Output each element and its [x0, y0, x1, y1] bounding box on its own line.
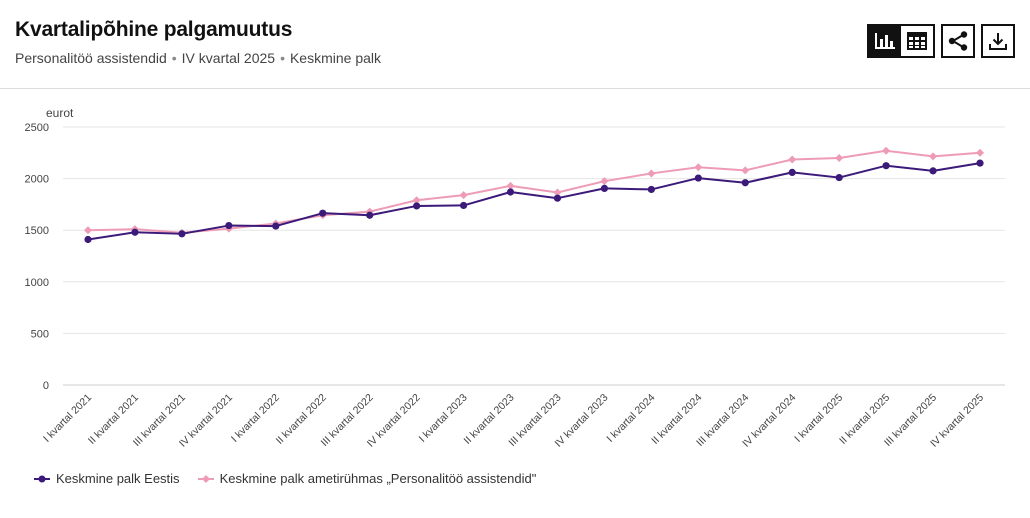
- data-point-series-2: [84, 226, 92, 235]
- y-tick-label: 1000: [25, 277, 49, 289]
- data-point-series-1: [319, 209, 327, 217]
- subtitle-occupation: Personalitöö assistendid: [15, 50, 167, 66]
- chart-toolbar: [867, 24, 1015, 58]
- y-tick-label: 1500: [25, 225, 49, 237]
- data-point-series-2: [459, 191, 468, 200]
- data-point-series-1: [694, 174, 702, 182]
- download-button[interactable]: [981, 24, 1015, 58]
- data-point-series-1: [459, 201, 468, 210]
- data-point-series-2: [741, 166, 750, 175]
- data-point-series-1: [929, 167, 937, 175]
- data-point-series-2: [412, 196, 421, 205]
- table-view-button[interactable]: [901, 26, 933, 56]
- y-tick-label: 2000: [25, 174, 49, 186]
- data-point-series-1: [413, 202, 421, 210]
- share-icon: [948, 31, 968, 51]
- legend-marker-circle: [34, 475, 50, 482]
- data-point-series-2: [835, 153, 844, 162]
- table-icon: [907, 32, 927, 50]
- data-point-series-1: [225, 221, 233, 230]
- data-point-series-1: [600, 184, 609, 193]
- data-point-series-1: [741, 179, 749, 187]
- data-point-series-1: [835, 173, 843, 182]
- data-point-series-2: [882, 146, 891, 155]
- y-tick-label: 500: [31, 328, 49, 340]
- legend-item-series-2[interactable]: Keskmine palk ametirühmas „Personalitöö …: [197, 471, 537, 486]
- legend-label: Keskmine palk Eestis: [56, 471, 180, 486]
- chart-view-button[interactable]: [869, 26, 901, 56]
- data-point-series-1: [272, 222, 280, 230]
- data-point-series-2: [506, 181, 515, 190]
- data-point-series-2: [647, 169, 656, 178]
- y-tick-label: 0: [43, 380, 49, 392]
- data-point-series-1: [788, 168, 796, 177]
- series-line-2: [87, 149, 981, 234]
- bar-chart-icon: [875, 33, 895, 49]
- data-point-series-1: [366, 211, 374, 219]
- subtitle-period: IV kvartal 2025: [181, 50, 276, 66]
- data-point-series-1: [976, 159, 984, 167]
- data-point-series-2: [694, 163, 703, 172]
- chart-subtitle: Personalitöö assistendid • IV kvartal 2025…: [15, 50, 381, 66]
- legend-label: Keskmine palk ametirühmas „Personalitöö …: [219, 471, 537, 486]
- data-point-series-2: [929, 152, 938, 161]
- data-point-series-1: [131, 228, 139, 236]
- share-button[interactable]: [941, 24, 975, 58]
- legend-marker-diamond: [197, 474, 214, 483]
- data-point-series-1: [882, 162, 890, 170]
- chart-header: Kvartalipõhine palgamuutus Personalitöö …: [0, 0, 1030, 89]
- subtitle-separator: •: [171, 50, 177, 66]
- legend-item-series-1[interactable]: Keskmine palk Eestis: [34, 471, 180, 486]
- data-point-series-2: [976, 148, 984, 157]
- subtitle-separator: •: [280, 50, 285, 66]
- data-point-series-2: [600, 177, 609, 186]
- view-toggle-group: [867, 24, 935, 58]
- subtitle-metric: Keskmine palk: [289, 50, 382, 66]
- download-icon: [989, 33, 1007, 50]
- data-point-series-1: [84, 235, 92, 244]
- data-point-series-1: [178, 230, 186, 238]
- data-point-series-2: [553, 188, 562, 197]
- data-point-series-1: [647, 185, 655, 194]
- data-point-series-1: [553, 194, 562, 202]
- data-point-series-2: [788, 155, 797, 164]
- y-tick-label: 2500: [25, 122, 49, 134]
- data-point-series-1: [506, 188, 515, 196]
- chart-legend: Keskmine palk Eestis Keskmine palk ameti…: [34, 471, 536, 486]
- series-line-1: [87, 162, 981, 241]
- chart-title: Kvartalipõhine palgamuutus: [15, 18, 293, 41]
- y-axis-label: eurot: [46, 106, 74, 120]
